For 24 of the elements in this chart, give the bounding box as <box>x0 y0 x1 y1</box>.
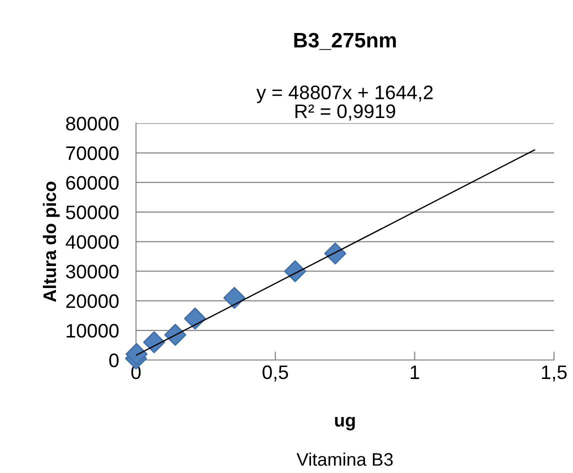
chart-title: B3_275nm <box>294 32 396 50</box>
y-axis-title: Altura do pico <box>42 182 60 302</box>
y-tick-label: 20000 <box>66 294 119 308</box>
y-tick-label: 0 <box>109 353 119 368</box>
text: Vitamina B3 <box>296 452 393 466</box>
y-tick-label: 10000 <box>66 324 119 338</box>
point <box>143 331 166 354</box>
point <box>284 260 306 282</box>
point <box>223 286 246 309</box>
y-tick-label: 70000 <box>66 146 119 160</box>
point <box>324 242 346 264</box>
x-tick-label: 0,5 <box>262 365 288 382</box>
point <box>184 308 206 330</box>
y-tick-label: 40000 <box>66 235 119 249</box>
x-tick-label: 1 <box>410 366 420 379</box>
y-tick-label: 50000 <box>66 206 119 220</box>
text: y = 48807x + 1644,2 R² = 0,9919 <box>256 86 433 120</box>
y-tick-label: 60000 <box>66 176 119 190</box>
x-axis-title: ug <box>335 416 355 430</box>
point <box>126 343 148 366</box>
y-tick-label: 80000 <box>66 116 119 131</box>
x-tick-label: 1,5 <box>542 366 567 382</box>
y-tick-label: 30000 <box>66 264 119 278</box>
point <box>164 324 186 346</box>
